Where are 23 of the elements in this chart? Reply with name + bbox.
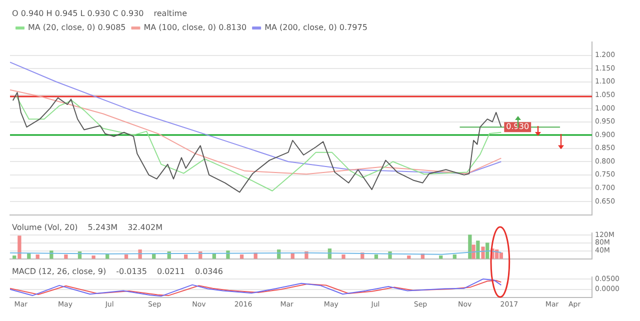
bar bbox=[481, 246, 485, 259]
bar bbox=[290, 254, 294, 259]
text: 0.0211 bbox=[156, 267, 185, 276]
bar bbox=[468, 234, 472, 259]
legend-label: MA (200, close, 0) 0.7975 bbox=[264, 23, 368, 32]
text: 5.243M bbox=[88, 223, 118, 232]
text: O 0.940 H 0.945 L 0.930 C 0.930 bbox=[12, 9, 144, 18]
chart-title: Volume (Vol, 20) bbox=[12, 223, 78, 232]
text: -0.0135 bbox=[116, 267, 147, 276]
bar bbox=[27, 254, 31, 259]
legend-label: MA (20, close, 0) 0.9085 bbox=[28, 23, 126, 32]
legend-label: MA (100, close, 0) 0.8130 bbox=[144, 23, 247, 32]
text: 0.0346 bbox=[194, 267, 223, 276]
annotation: 0.930 bbox=[506, 122, 530, 132]
text: 32.402M bbox=[128, 223, 163, 232]
bar bbox=[64, 254, 68, 259]
bar bbox=[92, 255, 96, 259]
bar bbox=[342, 254, 346, 259]
chart-title: MACD (12, 26, close, 9) bbox=[12, 267, 106, 276]
bar bbox=[476, 240, 480, 259]
bar bbox=[18, 236, 22, 259]
text: realtime bbox=[154, 9, 188, 18]
bar bbox=[472, 244, 476, 259]
